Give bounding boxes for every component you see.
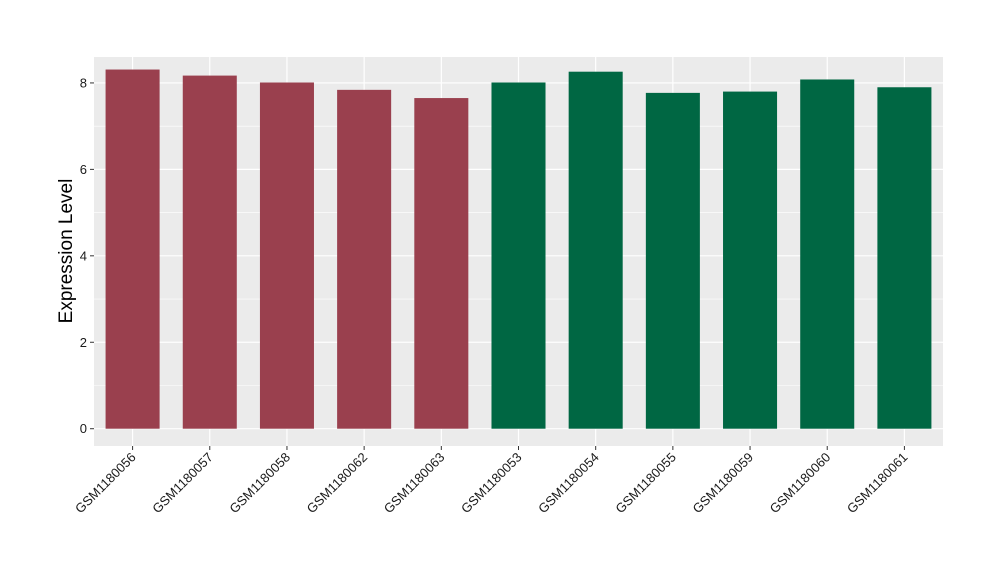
bar-GSM1180055 xyxy=(645,92,700,429)
bars xyxy=(105,69,932,429)
x-axis-ticks: GSM1180056 GSM1180057 GSM1180058 GSM1180062… xyxy=(72,446,911,517)
x-tick-label: GSM1180056 xyxy=(72,450,139,517)
y-axis-ticks: 0 2 4 6 8 xyxy=(80,75,94,436)
bar-GSM1180059 xyxy=(723,91,778,429)
bar-GSM1180058 xyxy=(259,82,314,429)
x-tick-label: GSM1180063 xyxy=(381,450,448,517)
y-tick-label: 4 xyxy=(80,248,87,263)
y-tick-label: 8 xyxy=(80,75,87,90)
x-tick-label: GSM1180060 xyxy=(767,450,834,517)
x-tick-label: GSM1180055 xyxy=(612,450,679,517)
x-tick-label: GSM1180057 xyxy=(149,450,216,517)
x-tick-label: GSM1180053 xyxy=(458,450,525,517)
x-tick-label: GSM1180054 xyxy=(535,450,602,517)
x-tick-label: GSM1180061 xyxy=(844,450,911,517)
bar-GSM1180054 xyxy=(568,71,623,429)
y-tick-label: 0 xyxy=(80,421,87,436)
x-tick-label: GSM1180058 xyxy=(226,450,293,517)
bar-GSM1180062 xyxy=(337,89,392,429)
bar-GSM1180056 xyxy=(105,69,160,429)
y-tick-label: 2 xyxy=(80,335,87,350)
bar-GSM1180053 xyxy=(491,82,546,429)
bar-GSM1180057 xyxy=(182,75,237,429)
bar-GSM1180060 xyxy=(800,79,855,429)
bar-GSM1180061 xyxy=(877,87,932,429)
y-tick-label: 6 xyxy=(80,162,87,177)
x-tick-label: GSM1180062 xyxy=(304,450,371,517)
x-tick-label: GSM1180059 xyxy=(690,450,757,517)
bar-GSM1180063 xyxy=(414,98,469,429)
y-axis-title: Expression Level xyxy=(56,179,77,324)
